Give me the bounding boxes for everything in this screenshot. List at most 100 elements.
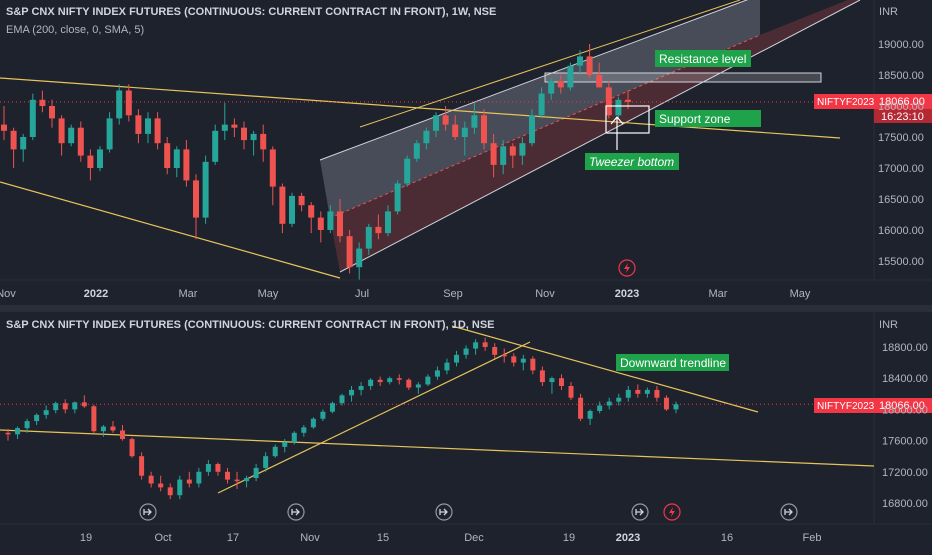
weekly-candle [586, 56, 593, 75]
daily-candle [492, 347, 498, 355]
weekly-candle [49, 106, 55, 119]
weekly-candle [548, 81, 555, 94]
daily-candle [396, 378, 402, 380]
weekly-candle [269, 149, 276, 187]
weekly-candle [519, 143, 526, 156]
x-tick-label: May [258, 288, 279, 300]
support-zone-box [605, 105, 650, 134]
downward-trendline [451, 325, 759, 413]
weekly-candle [241, 127, 247, 141]
daily-candle [482, 342, 488, 347]
daily-candle [158, 483, 164, 488]
daily-candle [24, 421, 30, 429]
forward-arrow-icon[interactable] [780, 503, 798, 521]
x-tick-label: Sep [443, 288, 463, 300]
x-tick-label: Nov [535, 288, 555, 300]
channel-lower-band [330, 0, 860, 272]
weekly-candle [145, 118, 151, 134]
daily-candle [606, 401, 612, 406]
price-tag: 18066.00 [879, 96, 925, 108]
daily-candle [587, 410, 593, 419]
daily-candle [568, 386, 574, 398]
weekly-candle [308, 205, 315, 218]
x-tick-label: Nov [300, 532, 320, 544]
weekly-candle [116, 90, 123, 119]
ema-indicator-label[interactable]: EMA (200, close, 0, SMA, 5) [6, 24, 145, 36]
y-tick-label: 17000.00 [878, 163, 924, 175]
weekly-candle [77, 127, 84, 156]
weekly-candle [625, 99, 631, 102]
daily-candle [186, 479, 192, 484]
channel-lower-line [339, 0, 861, 273]
daily-candle [454, 354, 460, 363]
daily-candle [597, 405, 603, 411]
tweezer-bottom-label: Tweezer bottom [589, 155, 674, 169]
daily-candle [578, 397, 584, 419]
forward-arrow-icon[interactable] [435, 503, 453, 521]
daily-candle [530, 358, 536, 371]
downward-trendline-label: Downward trendline [620, 356, 726, 370]
weekly-candle [404, 158, 411, 184]
weekly-candle [58, 118, 65, 144]
daily-chart-pane[interactable]: Downward trendline NIFTYF2023 18066.00 1680… [0, 312, 932, 550]
lightning-icon[interactable] [618, 259, 636, 277]
price-tag-bg [874, 398, 932, 413]
daily-candle [291, 432, 297, 443]
y-tick-label: 16000.00 [878, 225, 924, 237]
weekly-candle [490, 143, 497, 165]
y-tick-label: 16800.00 [882, 498, 928, 510]
x-tick-label: 15 [377, 532, 389, 544]
daily-candle [625, 389, 631, 398]
weekly-candle [596, 75, 603, 88]
forward-arrow-icon[interactable] [631, 503, 649, 521]
weekly-candle [500, 146, 507, 165]
forward-arrow-icon[interactable] [139, 503, 157, 521]
currency-label-bottom: INR [879, 319, 898, 331]
weekly-candle [385, 211, 391, 234]
daily-candle [463, 348, 469, 355]
weekly-candle [567, 65, 574, 88]
daily-candle [358, 386, 364, 390]
weekly-candle [10, 130, 17, 150]
forward-arrow-icon[interactable] [287, 503, 305, 521]
daily-candle [415, 384, 421, 388]
daily-candle [377, 379, 383, 383]
weekly-candle [557, 81, 564, 88]
y-tick-label: 16500.00 [878, 194, 924, 206]
daily-candle [520, 358, 526, 363]
daily-candle [43, 410, 49, 415]
daily-candle [282, 442, 288, 447]
weekly-candle [461, 127, 468, 137]
daily-candle [635, 389, 641, 394]
weekly-candle [173, 149, 180, 168]
daily-candle [368, 379, 374, 386]
x-tick-label: 17 [227, 532, 239, 544]
weekly-chart-svg[interactable]: Resistance level Support zone Tweezer bott… [0, 0, 932, 305]
daily-candle [473, 342, 479, 349]
daily-candle [72, 402, 78, 410]
daily-candle [349, 389, 355, 396]
weekly-candle [260, 133, 267, 150]
x-tick-label: Mar [179, 288, 198, 300]
daily-candle [644, 389, 650, 394]
weekly-candle [452, 124, 459, 137]
weekly-candle [20, 137, 27, 150]
x-tick-label: Mar [709, 288, 728, 300]
countdown-tag: 16:23:10 [881, 111, 924, 123]
x-tick-label: Nov [0, 288, 16, 300]
daily-candle [120, 430, 126, 440]
daily-chart-svg[interactable]: Downward trendline NIFTYF2023 18066.00 1680… [0, 312, 932, 550]
daily-candle [81, 402, 87, 407]
daily-candle [434, 370, 440, 377]
y-tick-label: 18800.00 [882, 342, 928, 354]
daily-candle [616, 397, 622, 402]
tweezer-bottom-label-bg [585, 153, 679, 170]
y-tick-label: 17500.00 [878, 132, 924, 144]
weekly-candle [375, 226, 382, 234]
weekly-candle [29, 99, 36, 137]
pane-divider[interactable] [0, 305, 932, 312]
daily-candle [558, 378, 564, 386]
weekly-chart-pane[interactable]: Resistance level Support zone Tweezer bott… [0, 0, 932, 305]
lightning-icon[interactable] [663, 503, 681, 521]
weekly-candle [433, 115, 439, 131]
